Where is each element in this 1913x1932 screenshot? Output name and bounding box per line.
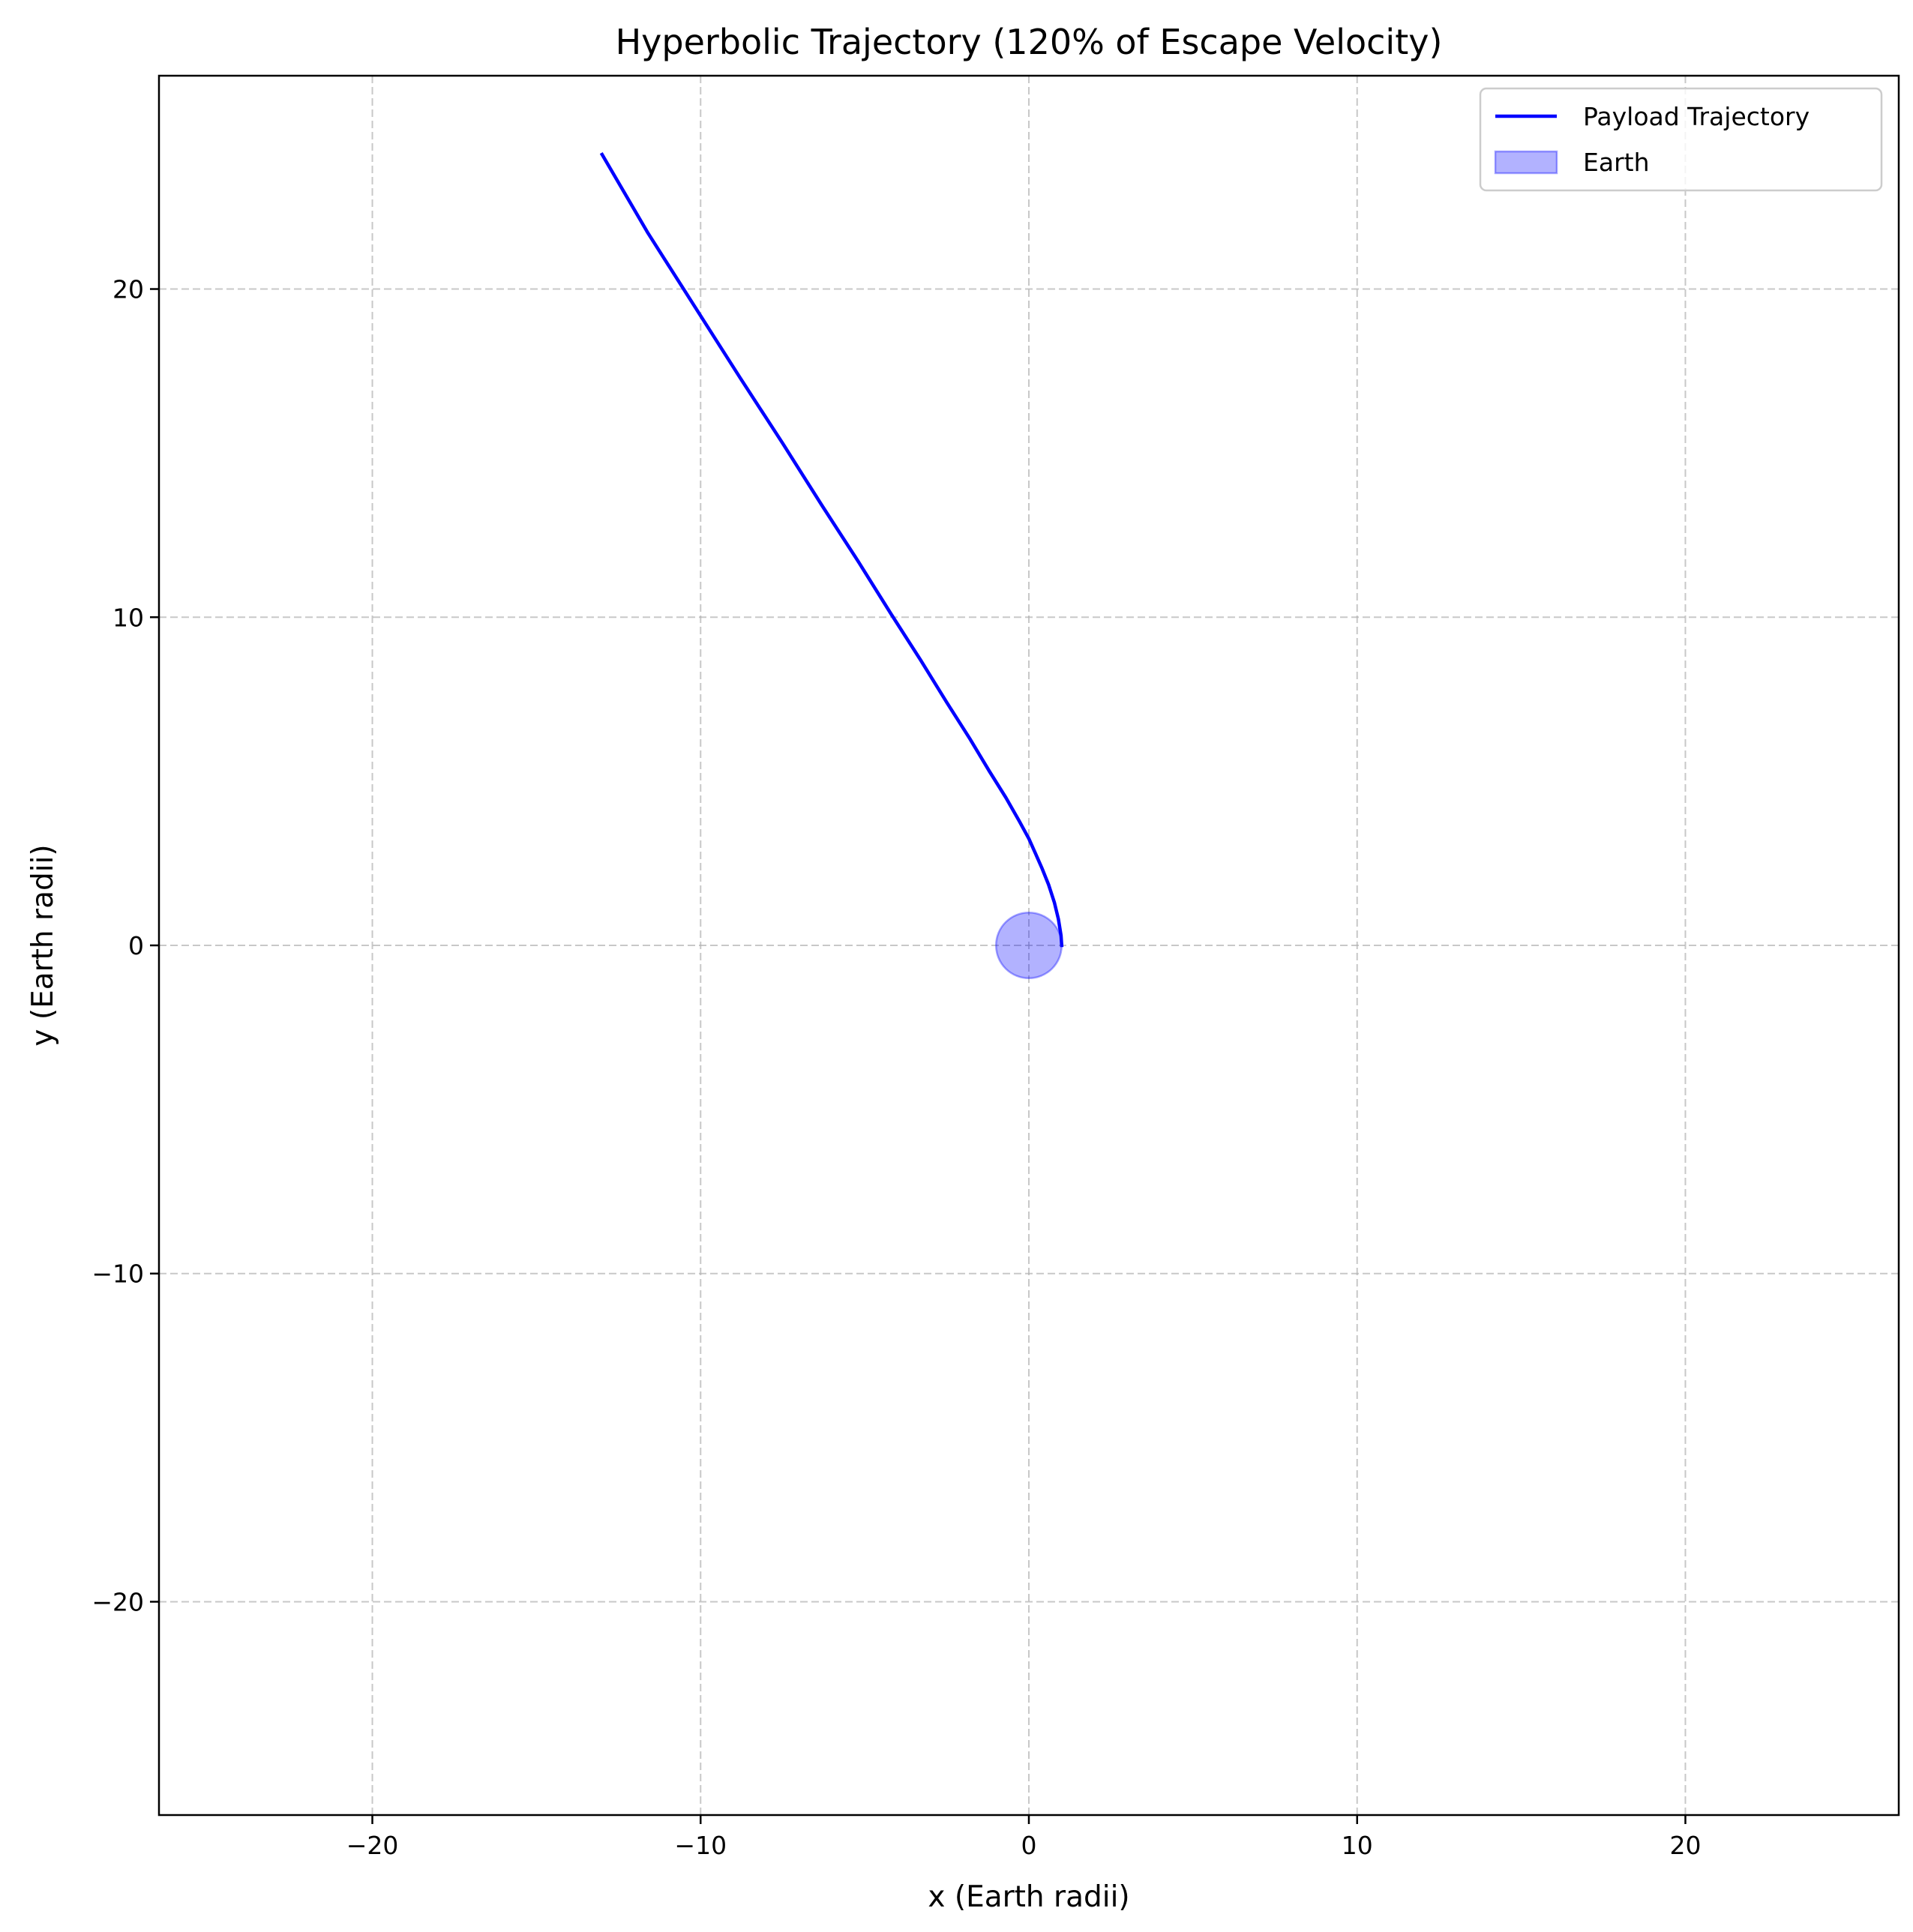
x-tick-label: 10 [1342, 1831, 1373, 1860]
series-layer [599, 152, 1064, 948]
y-tick-label: 20 [112, 275, 144, 304]
earth-circle [994, 911, 1063, 980]
y-tick-label: −20 [91, 1587, 144, 1616]
payload-trajectory-line [599, 152, 1064, 948]
legend-trajectory-label: Payload Trajectory [1583, 102, 1810, 131]
x-tick-label: −10 [674, 1831, 727, 1860]
y-tick-label: 0 [128, 931, 144, 960]
grid [159, 76, 1899, 1815]
legend-frame [1479, 87, 1883, 192]
x-tick-label: 0 [1021, 1831, 1037, 1860]
legend: Payload Trajectory Earth [1479, 87, 1883, 192]
x-axis: −20 −10 0 10 20 [346, 1815, 1701, 1860]
earth-layer [994, 911, 1063, 980]
legend-earth-swatch [1494, 150, 1558, 175]
x-axis-label: x (Earth radii) [928, 1880, 1129, 1914]
y-axis-label: y (Earth radii) [26, 844, 60, 1046]
y-tick-label: −10 [91, 1260, 144, 1289]
chart-title: Hyperbolic Trajectory (120% of Escape Ve… [616, 22, 1443, 62]
y-axis: −20 −10 0 10 20 [91, 275, 159, 1616]
x-tick-label: 20 [1669, 1831, 1701, 1860]
x-tick-label: −20 [346, 1831, 399, 1860]
y-tick-label: 10 [112, 603, 144, 632]
legend-earth-label: Earth [1583, 148, 1650, 177]
